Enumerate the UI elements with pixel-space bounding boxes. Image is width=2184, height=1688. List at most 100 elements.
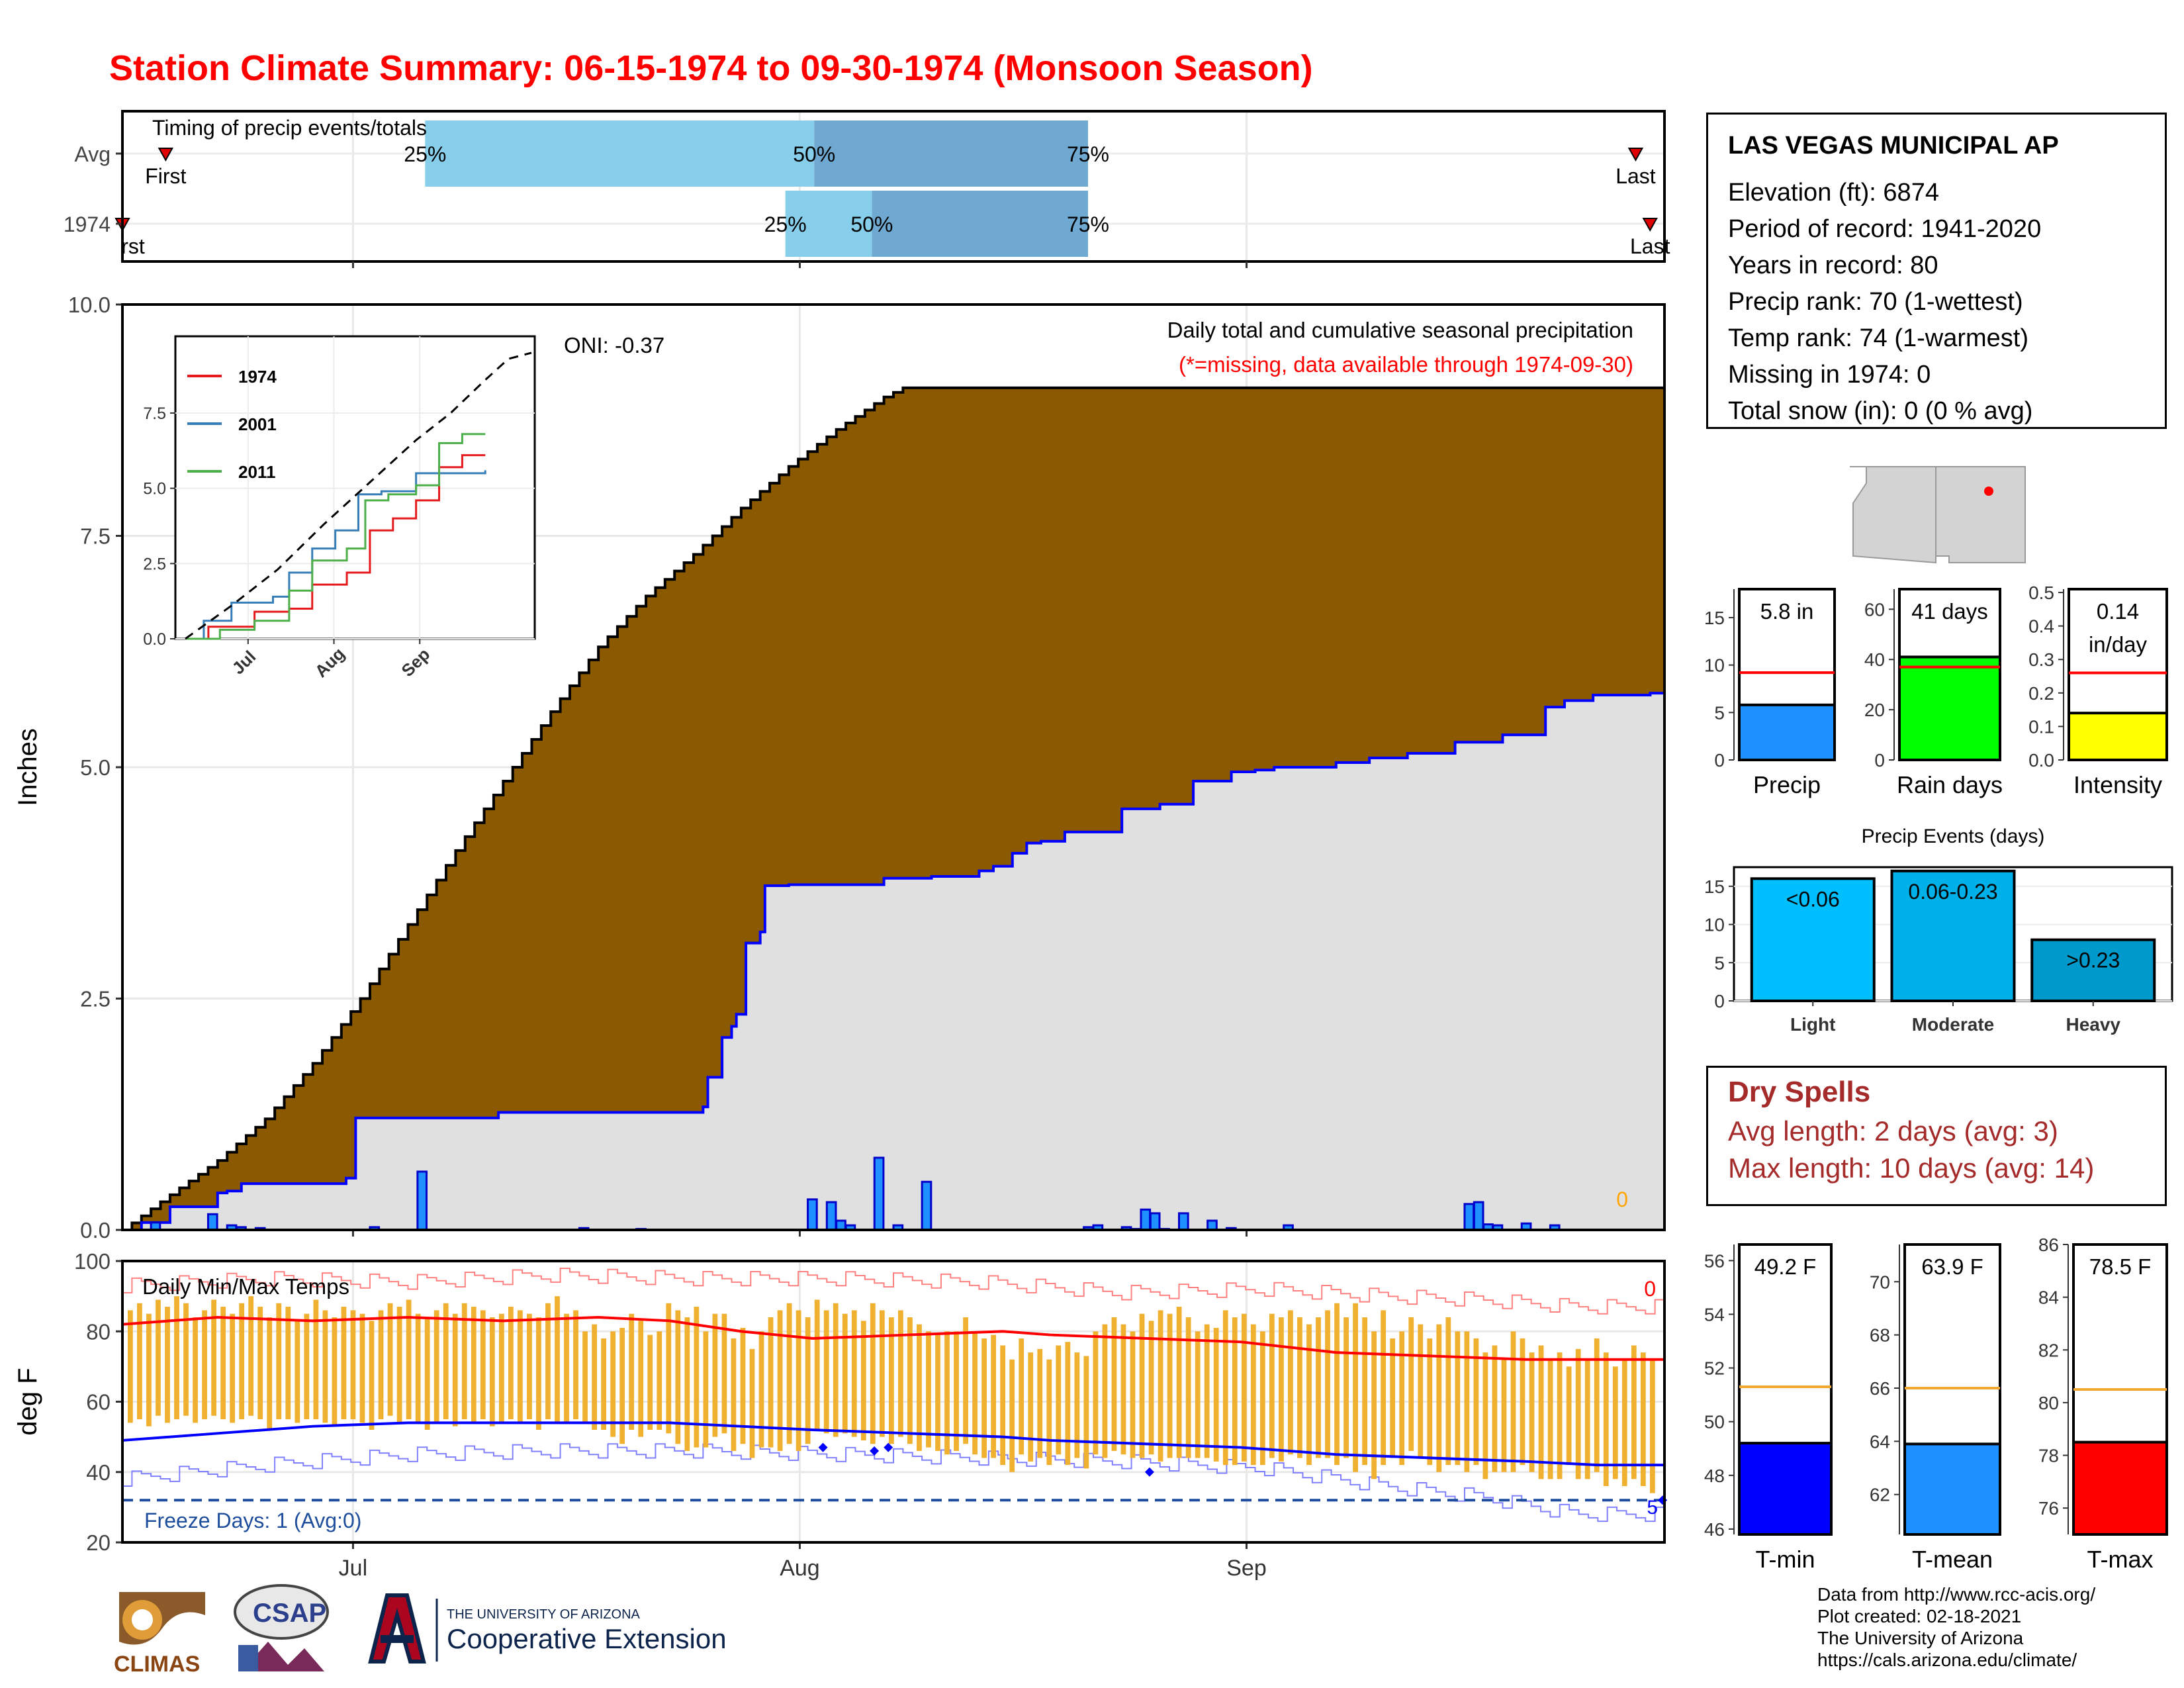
tmax-chart: 76 78 80 82 84 86 78.5 F T-max: [2038, 1235, 2168, 1573]
timing-last-marker: [1642, 218, 1658, 232]
tmax-ytick-label: 84: [2038, 1288, 2059, 1308]
inset-ytick-label: 7.5: [143, 404, 166, 423]
inset-ytick-label: 0.0: [143, 630, 166, 649]
daily-temp-bar: [313, 1299, 319, 1420]
daily-temp-bar: [480, 1310, 486, 1420]
daily-temp-bar: [527, 1313, 532, 1420]
daily-precip-bar: [1140, 1208, 1152, 1231]
daily-temp-bar: [1056, 1345, 1062, 1455]
inset-average-line: [185, 352, 532, 640]
daily-temp-bar: [1575, 1348, 1581, 1479]
tmean-ytick-label: 70: [1870, 1272, 1890, 1292]
inset-frame: [174, 335, 536, 640]
daily-temp-bar: [1232, 1317, 1238, 1466]
timing-title: Timing of precip events/totals: [152, 116, 427, 140]
daily-temp-bar: [1297, 1317, 1302, 1458]
daily-temp-bar: [749, 1348, 755, 1458]
daily-temp-bar: [917, 1324, 922, 1451]
timing-label-q50: 50%: [850, 212, 893, 236]
precip-event-value-label: 0.06-0.23: [1908, 880, 1997, 904]
credit-url: https://cals.arizona.edu/climate/: [1817, 1650, 2077, 1670]
daily-temp-bar: [1130, 1331, 1136, 1458]
daily-temp-bar: [211, 1299, 216, 1416]
ua-extension: Cooperative Extension: [447, 1623, 727, 1654]
tmin-value-label: 49.2 F: [1754, 1254, 1817, 1279]
precip-event-category-label: Light: [1790, 1014, 1835, 1035]
rain-days-value-label: 41 days: [1911, 599, 1988, 624]
daily-temp-bar: [1195, 1331, 1201, 1458]
daily-temp-bar: [601, 1338, 607, 1430]
daily-temp-bar: [564, 1313, 569, 1423]
daily-temp-bar: [489, 1317, 495, 1427]
daily-temp-bar: [1436, 1324, 1442, 1472]
precip-total-ytick-label: 15: [1704, 608, 1725, 628]
daily-temp-bar: [926, 1331, 931, 1448]
daily-temp-bar: [471, 1307, 477, 1423]
intensity-ytick-label: 0.5: [2028, 583, 2054, 603]
dry-spells-avg: Avg length: 2 days (avg: 3): [1728, 1115, 2058, 1147]
precip-event-bar-moderate: [1890, 869, 2016, 1003]
daily-temp-bar: [1538, 1345, 1544, 1479]
daily-temp-bar: [1093, 1331, 1099, 1455]
dry-spells-max: Max length: 10 days (avg: 14): [1728, 1152, 2095, 1184]
inset-legend-label: 2001: [238, 414, 277, 434]
tmin-ytick-label: 50: [1704, 1412, 1725, 1432]
daily-temp-bar: [1074, 1352, 1080, 1458]
rain-days-chart: 0 20 40 60 41 days Rain days: [1864, 588, 2003, 798]
record-max-line: [122, 1267, 1665, 1315]
daily-temp-bar: [1501, 1359, 1507, 1472]
tmean-ytick-label: 64: [1870, 1431, 1890, 1452]
daily-temp-bar: [582, 1331, 588, 1423]
daily-temp-bar: [1334, 1303, 1340, 1466]
daily-temp-bar: [285, 1307, 291, 1420]
daily-temp-bar: [165, 1307, 170, 1423]
tmean-value-label: 63.9 F: [1921, 1254, 1983, 1279]
daily-temp-bar: [1325, 1310, 1330, 1458]
temp-xtick-label: Sep: [1226, 1556, 1267, 1581]
daily-temp-bar: [1455, 1331, 1461, 1466]
daily-temp-bar: [1566, 1366, 1572, 1466]
daily-temp-bar: [461, 1303, 467, 1420]
daily-temp-bar: [935, 1335, 940, 1451]
intensity-value-unit: in/day: [2089, 632, 2148, 657]
tmax-ytick-label: 86: [2038, 1235, 2059, 1255]
cumulative-observed-line: [122, 692, 1664, 1231]
timing-panel-border: [121, 110, 1666, 263]
daily-temp-bar: [1306, 1324, 1312, 1466]
daily-temp-bar: [332, 1317, 338, 1427]
daily-temp-bar: [573, 1310, 578, 1420]
daily-temp-bar: [777, 1310, 783, 1451]
daily-temp-bar: [972, 1331, 978, 1455]
daily-temp-bar: [452, 1313, 458, 1427]
timing-first-label-cut: rst: [121, 234, 145, 258]
daily-temp-bar: [758, 1331, 764, 1448]
state-map: [1845, 462, 2030, 565]
inset-series-2011: [185, 433, 486, 640]
daily-temp-bar: [768, 1317, 774, 1448]
tmin-category-label: T-min: [1756, 1546, 1815, 1573]
daily-temp-bar: [1111, 1317, 1117, 1451]
precip-events-ytick-label: 15: [1704, 876, 1725, 897]
daily-temp-bar: [981, 1338, 987, 1458]
tmin-ytick-label: 46: [1704, 1519, 1725, 1540]
daily-temp-bar: [870, 1303, 876, 1444]
daily-temp-bar: [1037, 1348, 1043, 1458]
timing-last-label: Last: [1615, 164, 1656, 188]
rain-days-ytick-label: 20: [1864, 700, 1885, 720]
daily-temp-bar: [1279, 1317, 1284, 1462]
daily-precip-bar: [416, 1170, 428, 1231]
daily-temp-bar: [536, 1317, 541, 1430]
daily-temp-bar: [220, 1307, 226, 1420]
daily-temp-bar: [1316, 1317, 1321, 1458]
daily-temp-bar: [1019, 1338, 1024, 1455]
daily-temp-bar: [1594, 1338, 1600, 1472]
timing-row-label: Avg: [74, 142, 111, 166]
station-location-marker: [1984, 487, 1993, 496]
station-period: Period of record: 1941-2020: [1728, 215, 2042, 243]
temp-ytick-label: 40: [86, 1460, 111, 1485]
tmax-value-label: 78.5 F: [2089, 1254, 2152, 1279]
daily-temp-bar: [1371, 1331, 1377, 1479]
daily-temp-bar: [805, 1317, 811, 1444]
precip-event-bar-light: [1750, 877, 1876, 1003]
daily-precip-bar: [1473, 1201, 1484, 1231]
